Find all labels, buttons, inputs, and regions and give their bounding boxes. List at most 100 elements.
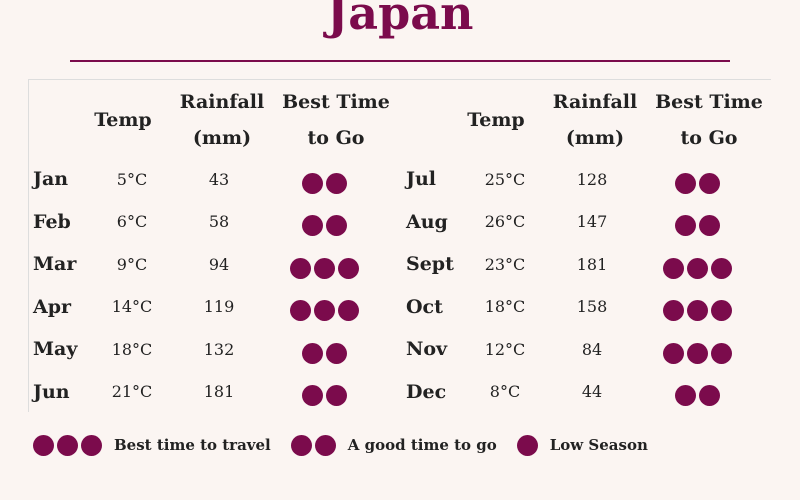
dot-icon — [662, 342, 684, 364]
best-time-cell — [269, 292, 379, 321]
table-row: Mar 9°C 94 — [29, 243, 399, 285]
rating-dots — [642, 342, 752, 364]
dot-icon — [674, 215, 696, 236]
best-time-cell — [642, 377, 752, 406]
dot-icon — [337, 257, 359, 279]
dot-icon — [325, 342, 347, 364]
dot-icon — [698, 385, 720, 406]
header-temp: Temp — [94, 109, 152, 131]
best-time-cell — [642, 207, 752, 236]
rainfall-value: 58 — [208, 212, 230, 231]
climate-table: Temp Rainfall (mm) Best Time to Go Jan 5°C 4… — [28, 79, 771, 412]
dot-icon — [337, 300, 359, 321]
temp-value: 18°C — [484, 297, 526, 316]
best-time-cell — [269, 377, 379, 406]
rainfall-value: 44 — [581, 382, 603, 401]
dot-icon — [290, 434, 312, 456]
rating-dots — [269, 172, 379, 194]
legend-label: Low Season — [549, 436, 648, 454]
rating-dots — [516, 434, 538, 456]
best-time-cell — [269, 335, 379, 364]
dot-icon — [686, 300, 708, 321]
temp-value: 21°C — [111, 382, 153, 401]
rating-dots — [33, 434, 102, 456]
table-row: Oct 18°C 158 — [402, 286, 772, 328]
dot-icon — [674, 172, 696, 194]
dot-icon — [301, 342, 323, 364]
rainfall-value: 147 — [576, 212, 608, 231]
table-row: Sept 23°C 181 — [402, 243, 772, 285]
temp-value: 5°C — [116, 169, 148, 189]
table-row: Apr 14°C 119 — [29, 286, 399, 328]
month-label: Nov — [406, 338, 448, 360]
dot-icon — [301, 172, 323, 194]
legend-label: A good time to go — [347, 436, 497, 454]
best-time-cell — [642, 335, 752, 364]
month-label: Jan — [33, 168, 69, 190]
dot-icon — [57, 434, 78, 456]
dot-icon — [33, 434, 54, 456]
dot-icon — [301, 215, 323, 236]
rating-dots — [642, 215, 752, 236]
table-row: May 18°C 132 — [29, 328, 399, 370]
table-row: Aug 26°C 147 — [402, 201, 772, 243]
dot-icon — [325, 385, 347, 406]
rainfall-value: 119 — [203, 297, 235, 316]
rainfall-value: 128 — [576, 169, 608, 189]
dot-icon — [686, 257, 708, 279]
temp-value: 23°C — [484, 254, 526, 274]
dot-icon — [325, 215, 347, 236]
dot-icon — [313, 300, 335, 321]
legend-label: Best time to travel — [114, 436, 271, 454]
header-rainfall: Rainfall (mm) — [179, 91, 265, 149]
rating-dots — [269, 300, 379, 321]
rating-dots — [642, 300, 752, 321]
rating-dots — [642, 257, 752, 279]
rating-dots — [290, 434, 336, 456]
dot-icon — [313, 257, 335, 279]
header-best-time: Best Time to Go — [282, 91, 390, 149]
dot-icon — [686, 342, 708, 364]
best-time-cell — [269, 165, 379, 194]
best-time-cell — [269, 250, 379, 279]
table-row: Jun 21°C 181 — [29, 371, 399, 413]
month-label: Aug — [406, 210, 448, 233]
rating-dots — [269, 385, 379, 406]
dot-icon — [516, 434, 538, 456]
month-label: Feb — [33, 210, 71, 233]
rating-dots — [269, 215, 379, 236]
temp-value: 6°C — [116, 212, 148, 231]
rating-dots — [642, 172, 752, 194]
dot-icon — [662, 257, 684, 279]
rainfall-value: 94 — [208, 254, 230, 274]
rainfall-value: 181 — [576, 254, 608, 274]
dot-icon — [81, 434, 102, 456]
dot-icon — [674, 385, 696, 406]
best-time-cell — [642, 165, 752, 194]
table-row: Jul 25°C 128 — [402, 158, 772, 200]
best-time-cell — [269, 207, 379, 236]
rainfall-value: 181 — [203, 382, 235, 401]
month-label: Dec — [406, 380, 447, 403]
dot-icon — [289, 300, 311, 321]
month-label: Jul — [406, 168, 437, 190]
table-row: Dec 8°C 44 — [402, 371, 772, 413]
table-row: Feb 6°C 58 — [29, 201, 399, 243]
month-label: Oct — [406, 295, 443, 318]
dot-icon — [710, 342, 732, 364]
table-row: Jan 5°C 43 — [29, 158, 399, 200]
rainfall-value: 158 — [576, 297, 608, 316]
dot-icon — [289, 257, 311, 279]
dot-icon — [662, 300, 684, 321]
temp-value: 18°C — [111, 339, 153, 359]
temp-value: 9°C — [116, 254, 148, 274]
temp-value: 14°C — [111, 297, 153, 316]
header-rainfall: Rainfall (mm) — [552, 91, 638, 149]
best-time-cell — [642, 292, 752, 321]
rating-dots — [269, 342, 379, 364]
dot-icon — [698, 172, 720, 194]
rainfall-value: 43 — [208, 169, 230, 189]
temp-value: 12°C — [484, 339, 526, 359]
temp-value: 8°C — [489, 382, 521, 401]
header-temp: Temp — [467, 109, 525, 131]
